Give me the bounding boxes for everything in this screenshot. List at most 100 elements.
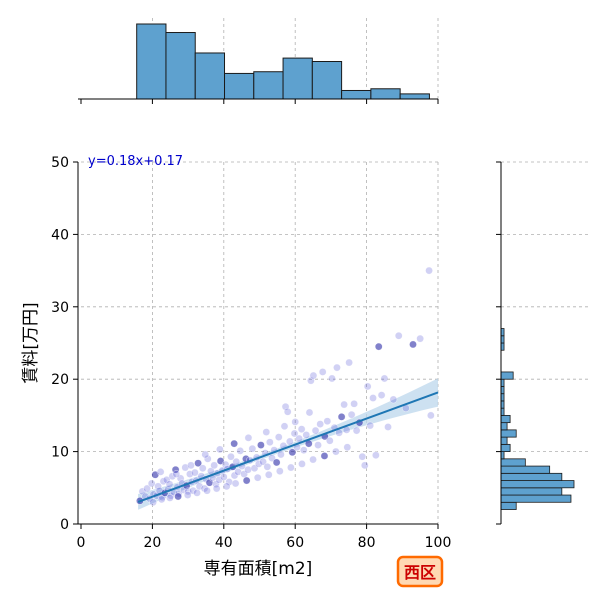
scatter-point <box>240 470 248 478</box>
y-hist-bar <box>500 480 575 489</box>
regression-line <box>137 391 439 503</box>
scatter-point <box>174 492 182 501</box>
scatter-point <box>337 413 346 421</box>
scatter-point <box>263 463 272 471</box>
scatter-point <box>314 441 322 449</box>
scatter-point <box>272 458 281 467</box>
scatter-point <box>416 334 424 343</box>
scatter-point <box>291 418 300 426</box>
scatter-point <box>230 439 238 448</box>
scatter-point <box>157 495 166 504</box>
scatter-point <box>366 421 374 430</box>
scatter-point <box>297 425 306 433</box>
y-tick-label: 30 <box>51 300 69 316</box>
scatter-points <box>136 266 435 507</box>
scatter-point <box>172 470 181 478</box>
scatter-point <box>309 455 317 464</box>
scatter-point <box>280 422 289 431</box>
scatter-point <box>343 443 352 452</box>
scatter-point <box>295 434 303 443</box>
scatter-point <box>316 420 324 428</box>
scatter-point <box>332 447 340 456</box>
x-marginal-histogram <box>78 18 439 104</box>
scatter-point <box>340 400 348 409</box>
scatter-point <box>264 470 273 479</box>
district-badge: 西区 <box>396 555 444 588</box>
y-tick-label: 50 <box>51 155 69 171</box>
scatter-point <box>149 498 157 507</box>
badge-label: 西区 <box>404 563 436 582</box>
confidence-band <box>138 378 438 510</box>
scatter-point <box>181 463 190 472</box>
scatter-point <box>203 486 211 495</box>
scatter-point <box>212 484 221 493</box>
scatter-point <box>176 474 185 483</box>
x-hist-bar <box>282 57 313 100</box>
scatter-point <box>254 460 263 468</box>
scatter-point <box>389 395 398 404</box>
scatter-point <box>372 451 380 460</box>
scatter-point <box>186 470 194 478</box>
scatter-point <box>259 457 267 466</box>
scatter-point <box>253 473 262 482</box>
badge-box <box>396 555 444 588</box>
scatter-point <box>262 428 271 436</box>
scatter-point <box>216 445 224 454</box>
scatter-point <box>143 484 151 493</box>
scatter-point <box>225 478 233 486</box>
scatter-point <box>283 407 292 416</box>
y-hist-bar <box>500 465 551 474</box>
scatter-point <box>363 382 372 391</box>
scatter-point <box>361 461 369 470</box>
scatter-point <box>166 494 174 502</box>
x-tick-label: 80 <box>358 535 376 551</box>
scatter-point <box>234 468 242 476</box>
scatter-point <box>307 376 315 385</box>
scatter-point <box>156 468 165 476</box>
scatter-panel: 0 20 40 60 80 100 0 10 20 30 40 50 y=0.18x+0.17 専有面… <box>21 154 451 579</box>
x-tick-label: 0 <box>77 535 86 551</box>
y-hist-bar <box>500 443 511 452</box>
x-axis-label: 専有面積[m2] <box>204 559 313 579</box>
scatter-point <box>358 452 367 461</box>
scatter-point <box>320 452 329 460</box>
scatter-point <box>154 482 162 491</box>
scatter-point <box>274 433 283 441</box>
scatter-point <box>222 482 231 491</box>
y-axis-label: 賃料[万円] <box>21 302 41 383</box>
y-tick-label: 0 <box>60 517 69 533</box>
x-tick-label: 40 <box>215 535 233 551</box>
scatter-point <box>210 461 218 470</box>
scatter-point <box>394 331 403 340</box>
scatter-point <box>147 479 156 488</box>
scatter-point <box>215 476 223 484</box>
scatter-point <box>168 472 177 481</box>
scatter-point <box>198 464 207 473</box>
scatter-point <box>409 340 417 349</box>
x-hist-bar <box>311 61 343 100</box>
y-hist-bar <box>500 422 508 431</box>
scatter-point <box>248 444 257 453</box>
scatter-point <box>345 358 353 367</box>
scatter-point <box>352 426 361 435</box>
scatter-point <box>227 452 235 461</box>
scatter-point <box>138 487 147 496</box>
scatter-point <box>183 491 192 499</box>
main-axes: 0 20 40 60 80 100 0 10 20 30 40 50 <box>51 155 451 551</box>
scatter-point <box>309 371 318 380</box>
scatter-point <box>288 448 297 457</box>
scatter-point <box>195 482 204 491</box>
x-hist-bar <box>370 88 401 100</box>
scatter-point <box>200 484 209 493</box>
scatter-point <box>323 417 332 425</box>
scatter-point <box>250 464 259 473</box>
scatter-point <box>236 447 245 455</box>
x-hist-bar <box>341 89 372 100</box>
y-tick-label: 10 <box>51 445 69 461</box>
scatter-point <box>203 455 212 463</box>
y-hist-bar <box>500 429 517 438</box>
scatter-point <box>425 266 433 275</box>
scatter-point <box>374 342 383 351</box>
scatter-point <box>162 476 171 484</box>
